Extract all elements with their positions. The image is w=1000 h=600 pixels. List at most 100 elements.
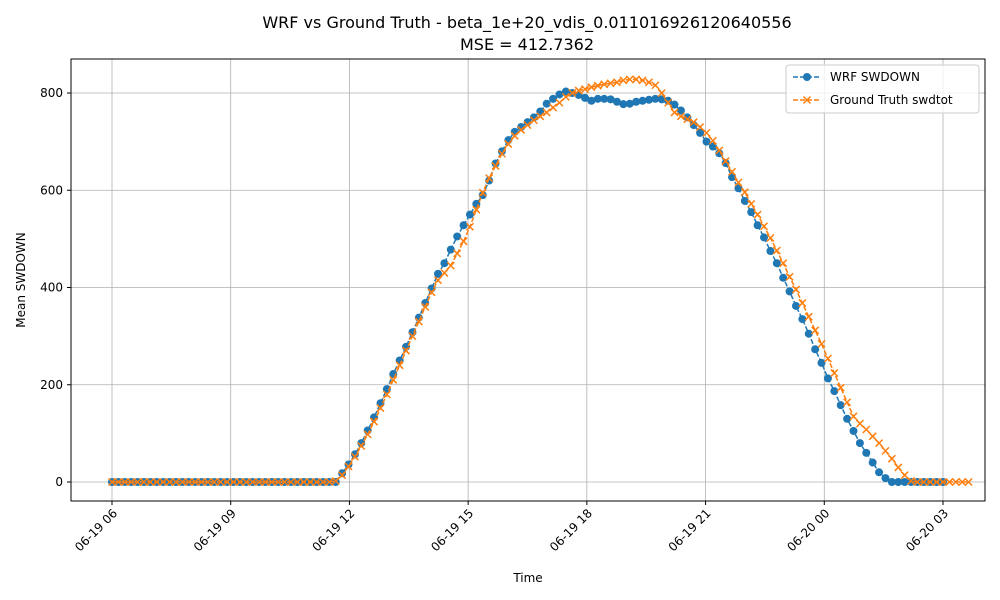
legend: WRF SWDOWN Ground Truth swdtot bbox=[785, 64, 980, 114]
data-point bbox=[638, 96, 647, 105]
series-line bbox=[112, 78, 969, 483]
data-point bbox=[926, 477, 935, 487]
data-point bbox=[427, 288, 436, 297]
series-layer bbox=[107, 75, 973, 487]
data-point bbox=[811, 326, 820, 335]
data-point bbox=[363, 430, 372, 439]
data-point bbox=[753, 210, 762, 219]
data-point bbox=[804, 312, 813, 321]
data-point bbox=[453, 232, 462, 241]
data-point bbox=[159, 477, 168, 487]
data-point bbox=[478, 188, 487, 197]
data-point bbox=[951, 477, 960, 487]
data-point bbox=[395, 361, 404, 370]
data-point bbox=[555, 98, 564, 107]
data-point bbox=[120, 477, 129, 487]
data-point bbox=[523, 121, 532, 130]
data-point bbox=[900, 478, 909, 486]
data-point bbox=[670, 100, 679, 109]
data-point bbox=[913, 477, 922, 487]
data-point bbox=[402, 346, 411, 355]
data-point bbox=[210, 477, 219, 487]
data-point bbox=[408, 332, 417, 341]
data-point bbox=[389, 375, 398, 384]
data-point bbox=[223, 477, 232, 487]
data-point bbox=[823, 374, 832, 383]
data-point bbox=[907, 476, 916, 486]
data-point bbox=[171, 477, 180, 487]
data-point bbox=[753, 221, 762, 230]
data-point bbox=[248, 477, 257, 487]
data-point bbox=[760, 233, 769, 242]
data-point bbox=[964, 477, 973, 487]
data-point bbox=[286, 477, 296, 487]
data-point bbox=[568, 88, 577, 98]
x-tick-label: 06-19 18 bbox=[547, 506, 595, 554]
data-point bbox=[791, 301, 800, 310]
data-point bbox=[664, 98, 673, 107]
data-point bbox=[504, 140, 513, 149]
data-point bbox=[836, 383, 845, 392]
data-point bbox=[855, 439, 864, 448]
data-point bbox=[542, 99, 551, 108]
data-point bbox=[306, 477, 315, 487]
data-point bbox=[216, 477, 225, 487]
data-point bbox=[267, 477, 276, 487]
data-point bbox=[766, 233, 775, 242]
data-point bbox=[958, 477, 967, 487]
chart-subtitle: MSE = 412.7362 bbox=[460, 35, 594, 54]
data-point bbox=[715, 146, 724, 155]
data-point bbox=[728, 167, 737, 176]
series-line bbox=[112, 90, 943, 483]
data-point bbox=[203, 477, 212, 487]
legend-label-wrf: WRF SWDOWN bbox=[830, 70, 920, 84]
data-point bbox=[702, 137, 711, 146]
data-point bbox=[843, 414, 852, 423]
data-point bbox=[612, 78, 622, 87]
data-point bbox=[817, 358, 826, 367]
data-point bbox=[855, 419, 864, 428]
legend-x-marker bbox=[802, 95, 812, 105]
data-point bbox=[791, 285, 801, 294]
data-point bbox=[798, 315, 807, 324]
data-point bbox=[875, 468, 884, 477]
data-point bbox=[491, 161, 500, 170]
data-point bbox=[625, 99, 634, 108]
data-point bbox=[459, 221, 468, 230]
data-point bbox=[644, 95, 653, 104]
data-point bbox=[593, 94, 602, 103]
data-point bbox=[581, 85, 590, 94]
data-point bbox=[849, 426, 858, 435]
data-point bbox=[676, 112, 685, 121]
data-point bbox=[657, 88, 666, 98]
data-point bbox=[868, 458, 877, 467]
data-point bbox=[772, 246, 781, 255]
plot-frame bbox=[70, 58, 986, 502]
data-point bbox=[254, 477, 264, 487]
x-tick-label: 06-20 00 bbox=[784, 506, 832, 554]
data-point bbox=[702, 128, 711, 137]
data-point bbox=[446, 261, 455, 270]
y-tick-label: 200 bbox=[40, 378, 63, 392]
data-point bbox=[900, 471, 909, 480]
data-point bbox=[779, 259, 788, 268]
y-tick-label: 800 bbox=[40, 86, 63, 100]
legend-label-ground-truth: Ground Truth swdtot bbox=[830, 93, 953, 107]
data-point bbox=[229, 477, 238, 487]
data-point bbox=[107, 477, 117, 487]
data-point bbox=[932, 477, 941, 487]
data-point bbox=[357, 441, 366, 451]
data-point bbox=[574, 86, 583, 95]
data-point bbox=[350, 452, 359, 461]
data-point bbox=[862, 448, 871, 457]
data-point bbox=[382, 385, 391, 394]
x-axis-label: Time bbox=[512, 571, 542, 585]
data-point bbox=[440, 268, 449, 277]
data-point bbox=[497, 149, 506, 158]
data-point bbox=[376, 404, 385, 413]
y-ticks: 0 200 400 600 800 bbox=[40, 86, 71, 489]
data-point bbox=[517, 125, 526, 134]
data-point bbox=[453, 249, 462, 258]
data-point bbox=[798, 299, 807, 308]
data-point bbox=[632, 97, 641, 106]
